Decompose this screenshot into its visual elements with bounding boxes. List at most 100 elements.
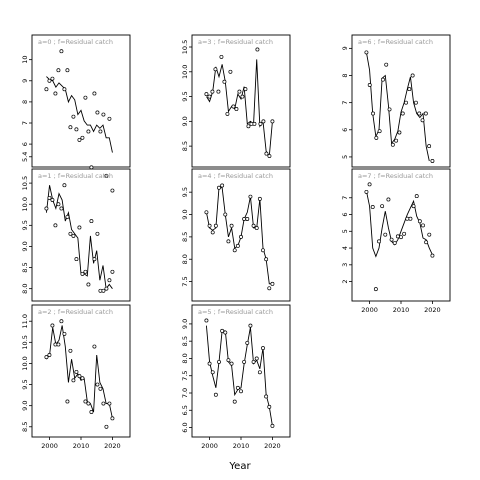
panel-frame [351,168,451,302]
observed-point [255,47,260,52]
observed-point [267,286,272,291]
observed-point [235,243,240,248]
observed-point [204,210,209,215]
panel-4: a=4 ; f=Residual catch 7.5 8.0 8.5 9.0 9.5 [181,168,291,302]
observed-point [397,130,402,135]
y-tick-label: 8.5 [21,262,29,272]
panel-strip-label: a=5 ; f=Residual catch [198,308,273,316]
panel-2: a=2 ; f=Residual catch 8.5 9.0 9.5 10.0 10.5 1… [21,304,131,450]
observed-point [223,212,228,217]
observed-point [47,195,52,200]
panel-7: a=7 ; f=Residual catch 2 3 4 5 6 7 2000 2010 2020 [341,168,451,314]
observed-point [86,129,91,134]
observed-point [95,382,100,387]
observed-point [86,401,91,406]
observed-point [234,107,239,111]
observed-point [77,137,82,142]
observed-point [400,111,405,116]
y-tick-label: 8.0 [181,353,189,363]
observed-point [258,121,263,126]
panel-frame [31,168,131,302]
y-tick-label: 7 [21,121,29,125]
x-tick-label: 2010 [233,442,250,450]
x-axis-title: Year [228,461,251,472]
panel-0: a=0 ; f=Residual catch 5.4 6 7 8 9 10 [21,34,131,193]
observed-point [107,278,112,283]
observed-point [53,223,58,228]
panels-layer: a=0 ; f=Residual catch 5.4 6 7 8 9 10 a=1 ; f=R… [21,34,451,450]
observed-point [228,69,233,74]
observed-point [237,89,242,94]
fitted-line [46,76,113,153]
observed-point [427,144,432,149]
fitted-line [45,185,113,290]
panel-frame [31,304,131,438]
observed-point [104,424,109,429]
observed-point [384,62,389,67]
observed-point [68,348,73,353]
y-tick-label: 8.5 [181,232,189,242]
observed-point [377,129,382,134]
fitted-line [205,187,273,285]
observed-point [254,225,259,230]
observed-point [204,92,209,97]
y-tick-label: 9.5 [21,379,29,389]
observed-point [257,370,262,375]
panel-strip-label: a=1 ; f=Residual catch [38,172,113,180]
observed-point [257,196,262,201]
fitted-line [205,325,273,426]
observed-point [251,359,256,364]
observed-point [101,288,106,293]
panel-strip-label: a=3 ; f=Residual catch [198,38,273,46]
observed-point [423,111,428,116]
observed-point [231,104,236,109]
observed-point [83,95,88,100]
observed-point [261,119,266,124]
observed-point [430,253,435,258]
observed-point [242,359,247,364]
y-tick-label: 9.0 [21,241,29,251]
observed-point [50,323,55,328]
observed-point [86,282,91,287]
y-tick-label: 9.5 [181,91,189,101]
fitted-line [365,52,430,162]
observed-point [219,54,224,59]
observed-point [430,159,435,163]
observed-point [44,206,49,211]
y-tick-label: 3 [341,263,349,267]
x-tick-label: 2000 [201,442,218,450]
observed-point [53,91,58,96]
observed-point [394,138,399,143]
observed-point [248,323,253,328]
y-tick-label: 10.5 [181,40,189,54]
observed-point [104,286,109,291]
observed-point [380,204,385,209]
observed-point [264,151,269,156]
observed-point [270,119,275,124]
y-tick-label: 9.0 [181,116,189,126]
x-tick-label: 2010 [73,442,90,450]
observed-point [370,205,375,209]
observed-point [413,100,418,105]
observed-point [364,189,369,194]
y-tick-label: 7 [341,196,349,200]
y-tick-label: 8.0 [21,283,29,293]
observed-point [427,232,432,237]
y-tick-label: 9.0 [181,319,189,329]
observed-point [405,216,410,221]
observed-point [246,124,251,129]
panel-frame [191,34,291,168]
observed-point [248,194,253,199]
observed-point [220,328,225,333]
observed-point [98,386,103,391]
observed-point [80,271,85,276]
observed-point [62,87,67,92]
observed-point [383,232,388,237]
observed-point [386,197,391,202]
observed-point [267,404,272,409]
observed-point [220,183,225,188]
observed-point [264,394,269,399]
observed-point [77,225,82,230]
y-tick-label: 5 [341,155,349,159]
y-tick-label: 6 [341,128,349,132]
